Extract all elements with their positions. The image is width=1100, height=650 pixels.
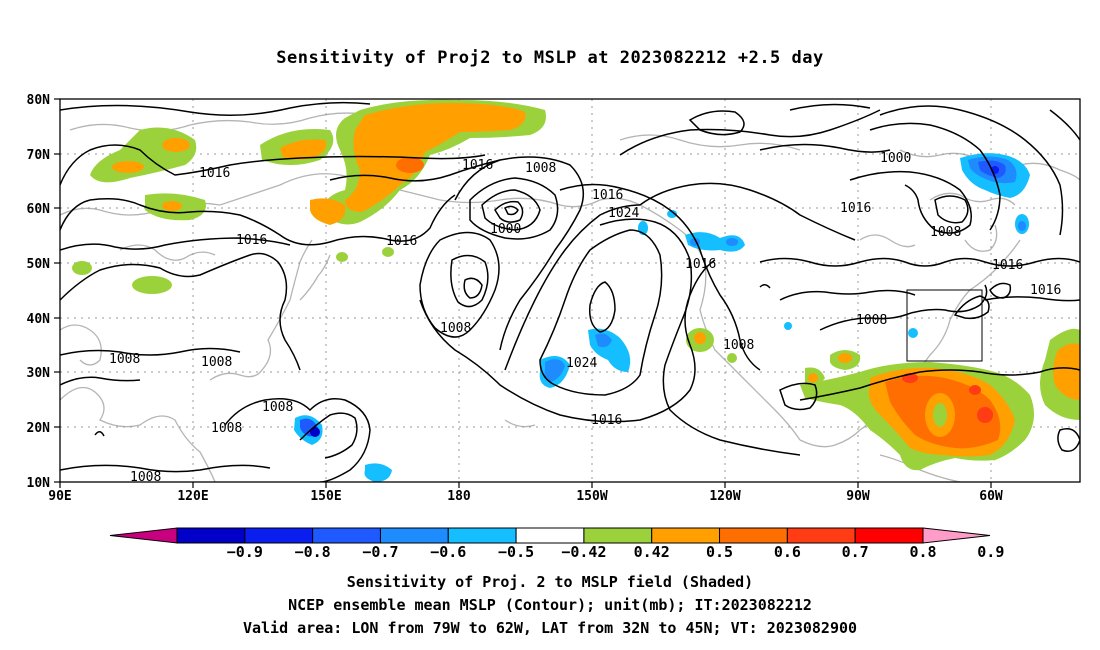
lat-label: 40N bbox=[27, 312, 51, 327]
lat-label: 30N bbox=[27, 366, 51, 381]
lat-label: 70N bbox=[27, 148, 51, 163]
lat-labels: 80N 70N 60N 50N 40N 30N 20N 10N bbox=[27, 93, 51, 491]
mslp-contours bbox=[60, 101, 1080, 482]
colorbar-label: −0.5 bbox=[498, 543, 534, 561]
colorbar-box bbox=[244, 527, 314, 544]
lon-label: 180 bbox=[447, 489, 471, 504]
colorbar-label: 0.42 bbox=[634, 543, 670, 561]
colorbar-box bbox=[651, 527, 721, 544]
colorbar-box bbox=[312, 527, 381, 544]
colorbar-label: 0.9 bbox=[977, 543, 1004, 561]
colorbar-box bbox=[447, 527, 517, 544]
contour-label: 1016 bbox=[685, 257, 716, 272]
colorbar-label: −0.6 bbox=[430, 543, 466, 561]
lon-label: 90E bbox=[48, 489, 71, 504]
lon-label: 90W bbox=[846, 489, 870, 504]
lon-label: 60W bbox=[979, 489, 1003, 504]
contour-labels: 1016 1016 1016 1016 1008 1016 1000 1024 … bbox=[109, 151, 1061, 485]
colorbar-box bbox=[176, 527, 246, 544]
colorbar-label: −0.7 bbox=[362, 543, 398, 561]
coastlines bbox=[60, 112, 1080, 482]
contour-label: 1016 bbox=[592, 188, 623, 203]
colorbar-label: −0.8 bbox=[295, 543, 331, 561]
contour-label: 1008 bbox=[262, 400, 293, 415]
sensitivity-shading bbox=[72, 99, 1080, 482]
contour-label: 1016 bbox=[462, 158, 493, 173]
colorbar-label: 0.6 bbox=[774, 543, 801, 561]
contour-label: 1008 bbox=[525, 161, 556, 176]
contour-label: 1016 bbox=[992, 258, 1023, 273]
lat-label: 60N bbox=[27, 202, 51, 217]
lat-label: 80N bbox=[27, 93, 51, 108]
colorbar: −0.9 −0.8 −0.7 −0.6 −0.5 −0.42 0.42 0.5 0.6 0.7 0.… bbox=[109, 527, 1004, 561]
lon-label: 120E bbox=[177, 489, 208, 504]
valid-area-box bbox=[906, 289, 983, 362]
colorbar-upper-arrow bbox=[922, 527, 991, 544]
colorbar-label: 0.7 bbox=[842, 543, 869, 561]
contour-label: 1016 bbox=[386, 234, 417, 249]
colorbar-label: −0.42 bbox=[561, 543, 606, 561]
lon-label: 120W bbox=[709, 489, 740, 504]
contour-label: 1008 bbox=[130, 470, 161, 485]
lon-label: 150E bbox=[310, 489, 341, 504]
caption-line-2: NCEP ensemble mean MSLP (Contour); unit(… bbox=[288, 596, 812, 614]
contour-label: 1000 bbox=[880, 151, 911, 166]
chart-title: Sensitivity of Proj2 to MSLP at 20230822… bbox=[276, 48, 824, 68]
contour-label: 1024 bbox=[566, 356, 597, 371]
contour-label: 1008 bbox=[109, 352, 140, 367]
contour-label: 1016 bbox=[591, 413, 622, 428]
colorbar-box bbox=[515, 527, 585, 544]
colorbar-box bbox=[583, 527, 653, 544]
colorbar-lower-arrow bbox=[109, 527, 178, 544]
contour-label: 1024 bbox=[608, 206, 639, 221]
lat-label: 50N bbox=[27, 257, 51, 272]
contour-label: 1008 bbox=[211, 421, 242, 436]
contour-label: 1016 bbox=[236, 233, 267, 248]
lon-labels: 90E 120E 150E 180 150W 120W 90W 60W bbox=[48, 489, 1003, 504]
contour-label: 1016 bbox=[1030, 283, 1061, 298]
colorbar-box bbox=[379, 527, 449, 544]
axis-ticks bbox=[54, 98, 992, 488]
lat-label: 10N bbox=[27, 476, 51, 491]
colorbar-box bbox=[786, 527, 856, 544]
contour-label: 1000 bbox=[490, 222, 521, 237]
caption-line-3: Valid area: LON from 79W to 62W, LAT fro… bbox=[242, 619, 858, 637]
contour-label: 1008 bbox=[856, 313, 887, 328]
colorbar-box bbox=[854, 527, 924, 544]
contour-label: 1016 bbox=[840, 201, 871, 216]
contour-label: 1008 bbox=[201, 355, 232, 370]
colorbar-label: −0.9 bbox=[227, 543, 263, 561]
contour-label: 1016 bbox=[199, 166, 230, 181]
contour-label: 1008 bbox=[930, 225, 961, 240]
contour-label: 1008 bbox=[723, 338, 754, 353]
colorbar-label: 0.8 bbox=[909, 543, 936, 561]
colorbar-box bbox=[719, 527, 788, 544]
caption-line-1: Sensitivity of Proj. 2 to MSLP field (Sh… bbox=[346, 573, 754, 591]
lat-label: 20N bbox=[27, 421, 51, 436]
contour-label: 1008 bbox=[440, 321, 471, 336]
colorbar-label: 0.5 bbox=[706, 543, 733, 561]
lon-label: 150W bbox=[576, 489, 607, 504]
map-frame bbox=[59, 98, 1081, 483]
